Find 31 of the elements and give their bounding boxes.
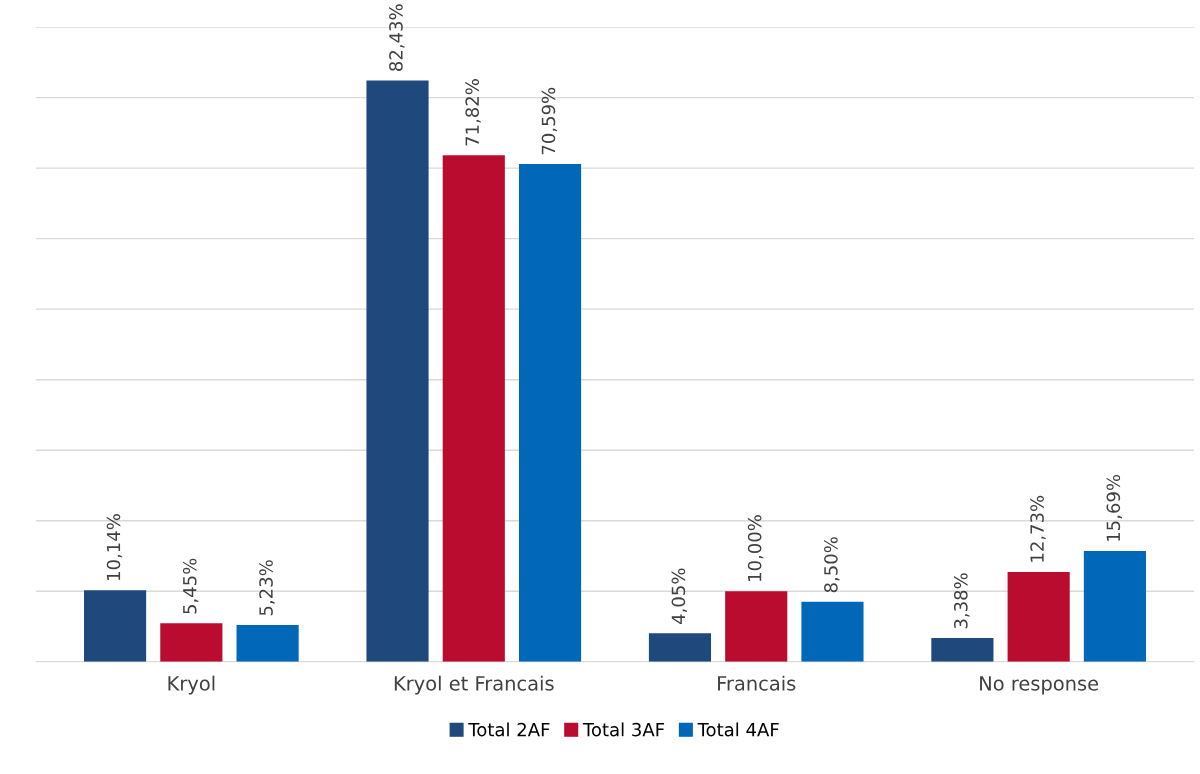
data-label: 5,45% (182, 558, 199, 614)
data-label: 10,14% (106, 514, 123, 580)
bar (1083, 551, 1146, 662)
x-tick-label: No response (980, 676, 1099, 695)
x-tick-label: Francais (718, 675, 796, 691)
bar (442, 155, 505, 662)
x-tick-label: Kryol et Francais (394, 675, 554, 695)
bar (1007, 572, 1070, 662)
data-label: 10,00% (747, 515, 764, 581)
data-label: 8,50% (824, 537, 840, 593)
data-label: 12,73% (1030, 495, 1046, 562)
bar (160, 623, 223, 662)
bar (801, 601, 864, 662)
data-label: 71,82% (465, 79, 481, 146)
data-label: 3,38% (953, 573, 970, 629)
legend-label: Total 4AF (697, 722, 779, 737)
bar (931, 637, 994, 662)
bar (366, 80, 429, 662)
x-tick-label: Kryol (168, 675, 215, 695)
bar (725, 591, 788, 662)
bar (518, 163, 582, 662)
bar (236, 624, 299, 662)
bar (84, 590, 147, 662)
data-label: 82,43% (389, 4, 405, 71)
data-label: 70,59% (541, 87, 558, 155)
data-label: 4,05% (671, 568, 688, 624)
legend-label: Total 3AF (582, 722, 665, 737)
legend-label: Total 2AF (468, 722, 550, 737)
bar (648, 633, 712, 662)
data-label: 5,23% (259, 560, 275, 616)
data-label: 15,69% (1106, 474, 1122, 541)
